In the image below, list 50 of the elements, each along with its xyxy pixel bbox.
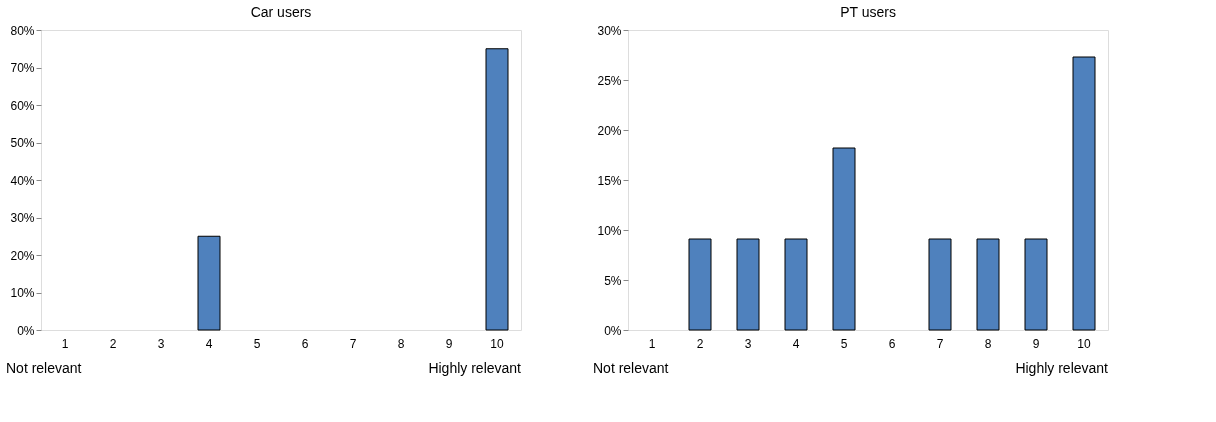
x-tick-label: 5 xyxy=(840,336,848,351)
bar xyxy=(928,238,952,331)
x-tick-label: 9 xyxy=(445,336,453,351)
bar xyxy=(1072,56,1096,331)
y-tick-label: 20% xyxy=(597,123,622,138)
x-tick-label: 10 xyxy=(490,336,504,351)
y-tick-label: 50% xyxy=(10,136,35,150)
x-tick-label: 6 xyxy=(301,336,309,351)
y-tick-label: 60% xyxy=(10,98,35,113)
x-tick-label: 3 xyxy=(157,336,165,351)
y-tick-label: 0% xyxy=(17,323,35,338)
x-tick-label: 1 xyxy=(648,336,656,351)
bar xyxy=(688,238,712,331)
y-tick-label: 20% xyxy=(10,248,35,263)
y-tick-label: 25% xyxy=(597,73,622,88)
y-tick-label: 80% xyxy=(10,23,35,38)
text: Not relevant xyxy=(6,360,82,376)
bar xyxy=(832,147,856,331)
bar xyxy=(736,238,760,331)
text: Highly relevant xyxy=(428,360,522,376)
x-tick-label: 1 xyxy=(61,336,69,351)
text: Not relevant xyxy=(593,360,669,376)
x-tick-label: 7 xyxy=(349,336,357,351)
x-tick-label: 8 xyxy=(397,336,405,351)
y-tick-label: 40% xyxy=(10,173,35,188)
x-tick-label: 4 xyxy=(205,336,213,351)
x-tick-label: 6 xyxy=(888,336,896,351)
y-tick-label: 30% xyxy=(10,211,35,225)
x-tick-label: 7 xyxy=(936,336,944,351)
chart-title: PT users xyxy=(840,4,896,20)
x-tick-label: 4 xyxy=(792,336,800,351)
x-tick-label: 2 xyxy=(696,336,704,351)
text: Highly relevant xyxy=(1015,360,1109,376)
x-tick-label: 2 xyxy=(109,336,117,351)
y-tick-label: 10% xyxy=(597,223,622,238)
x-tick-label: 5 xyxy=(253,336,261,351)
y-tick-label: 10% xyxy=(10,286,35,300)
y-tick-label: 30% xyxy=(597,23,622,38)
x-tick-label: 9 xyxy=(1032,336,1040,351)
bar xyxy=(784,238,808,331)
x-tick-label: 8 xyxy=(984,336,992,351)
y-tick-label: 0% xyxy=(604,323,622,338)
y-tick-label: 5% xyxy=(604,273,622,288)
bar xyxy=(976,238,1000,331)
chart-title: Car users xyxy=(250,4,312,20)
x-tick-label: 3 xyxy=(744,336,752,351)
x-tick-label: 10 xyxy=(1077,336,1091,351)
y-tick-label: 70% xyxy=(10,61,35,75)
bar xyxy=(1024,238,1048,331)
y-tick-label: 15% xyxy=(597,173,622,188)
